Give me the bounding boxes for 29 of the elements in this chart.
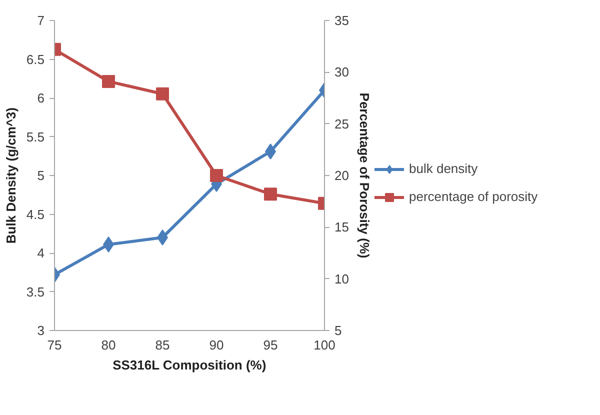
y-tick-label: 3.5 <box>26 284 45 300</box>
x-tick-label: 95 <box>263 338 278 352</box>
y-axis-title: Bulk Density (g/cm^3) <box>3 107 18 244</box>
y2-tick-label: 30 <box>334 64 349 80</box>
legend-label: bulk density <box>409 161 478 176</box>
y2-tick-label: 10 <box>334 271 349 286</box>
point <box>210 169 223 182</box>
y-tick-label: 6.5 <box>26 52 45 67</box>
y-tick-label: 6 <box>37 90 45 106</box>
x-tick-label: 85 <box>155 338 170 352</box>
y2-tick-label: 35 <box>334 13 349 28</box>
y-tick-label: 4.5 <box>26 206 45 222</box>
x-tick-label: 80 <box>101 338 116 352</box>
x-tick-label: 100 <box>314 338 336 352</box>
x-axis-title: SS316L Composition (%) <box>112 358 266 372</box>
y-tick-label: 7 <box>37 13 45 28</box>
y2-tick-label: 5 <box>334 323 342 338</box>
x-tick-label: 75 <box>47 338 62 352</box>
y-tick-label: 4 <box>37 246 45 260</box>
y-tick-label: 5 <box>37 168 45 183</box>
y2-tick-label: 20 <box>334 168 349 183</box>
point <box>156 87 169 100</box>
y2-tick-label: 25 <box>334 116 349 132</box>
y-tick-label: 3 <box>37 323 45 338</box>
y2-axis-title: Percentage of Porosity (%) <box>356 92 372 258</box>
y-tick-label: 5.5 <box>26 129 45 144</box>
legend-label: percentage of porosity <box>409 189 538 204</box>
y2-tick-label: 15 <box>334 220 349 235</box>
x-tick-label: 90 <box>209 338 224 352</box>
